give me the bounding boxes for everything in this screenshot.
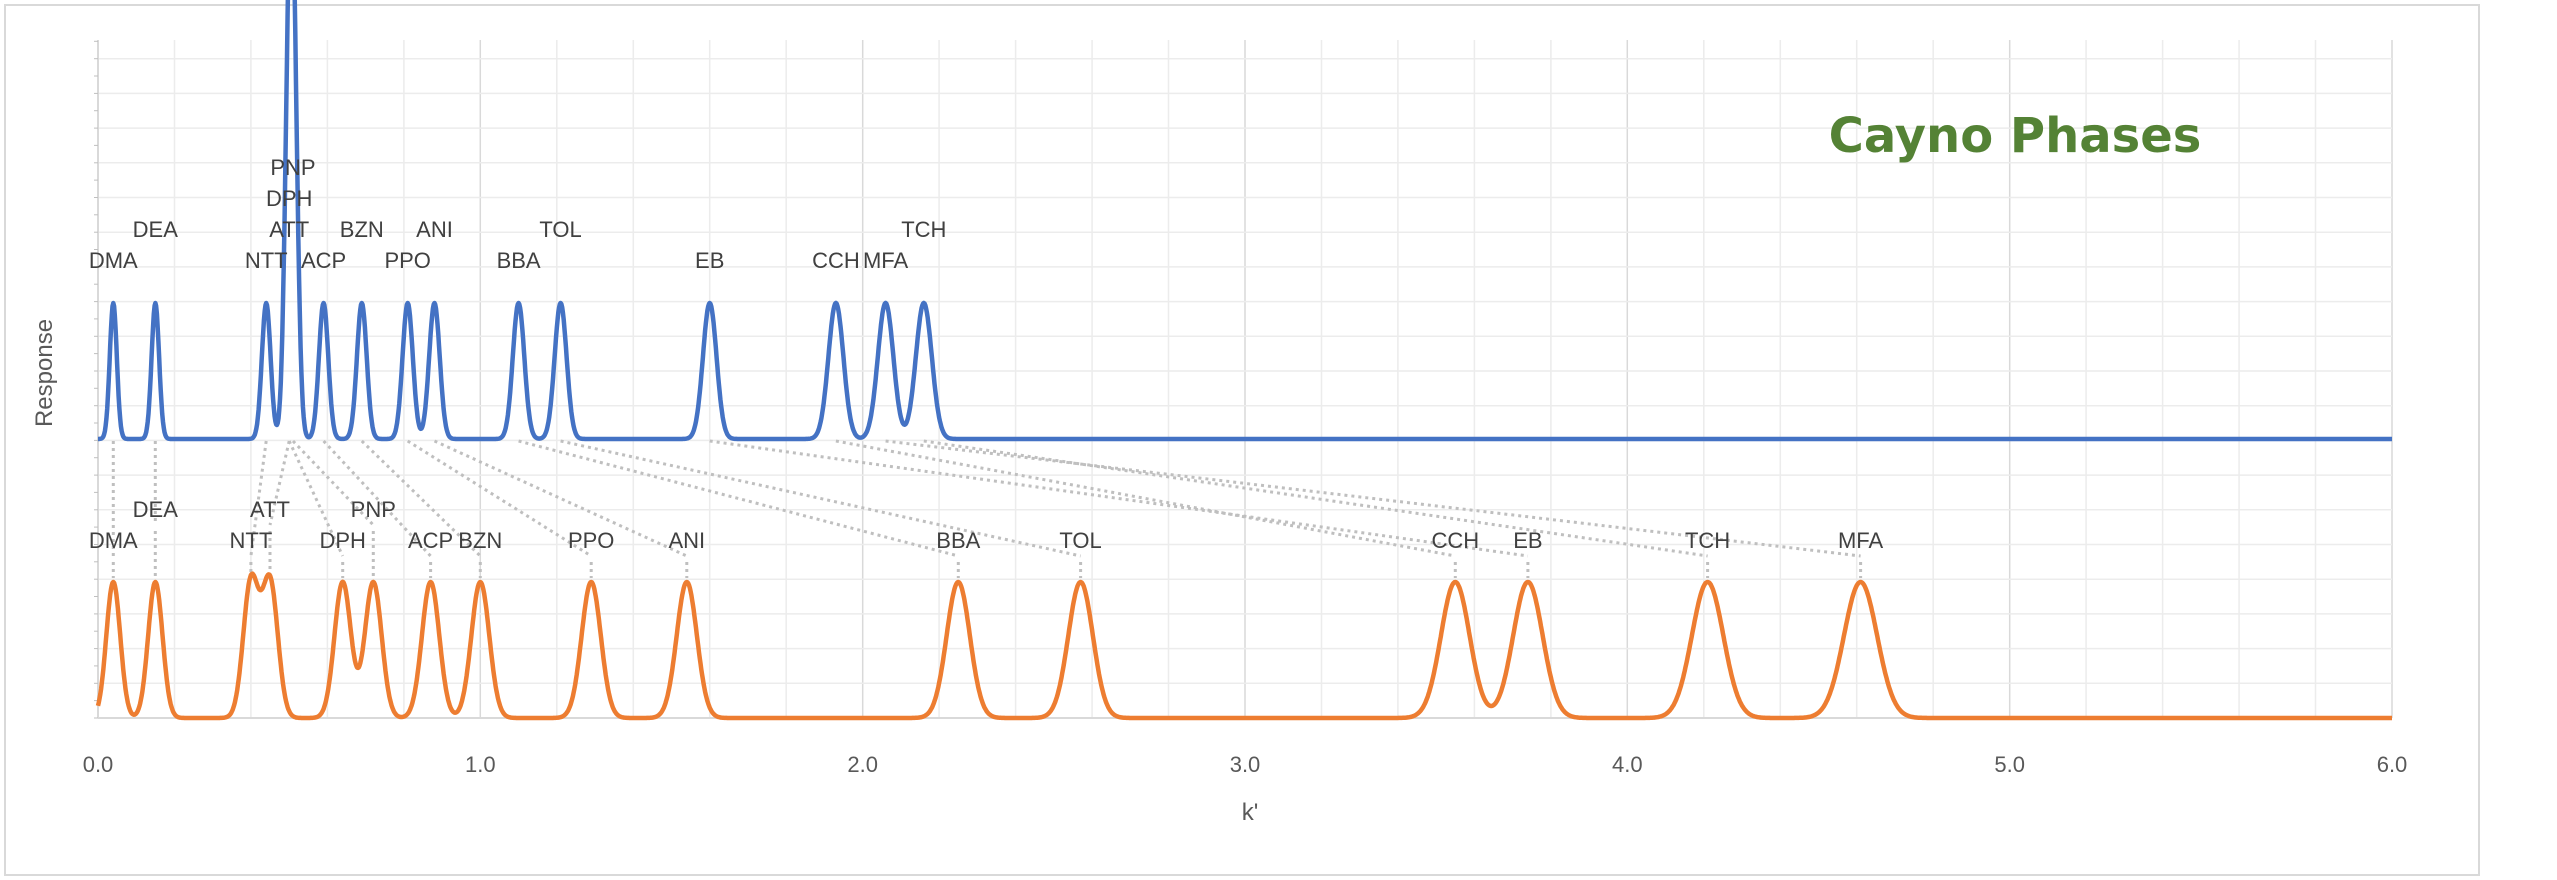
- y-axis-title: Response: [31, 319, 58, 427]
- connector-att: [268, 440, 291, 526]
- connector-ntt: [249, 440, 268, 557]
- connector-bba: [518, 439, 959, 558]
- peak-connector-lines: [111, 439, 1863, 578]
- peak-label-att: ATT: [250, 497, 290, 522]
- peak-label-att: ATT: [269, 217, 309, 242]
- connector-eb: [709, 439, 1529, 558]
- connector-acp: [322, 439, 432, 558]
- x-tick-label: 0.0: [83, 752, 114, 777]
- peak-label-pnp: PNP: [270, 155, 315, 180]
- connector-cch: [835, 439, 1456, 558]
- connector-tol: [560, 439, 1081, 558]
- peak-label-acp: ACP: [408, 528, 453, 553]
- x-tick-label: 5.0: [1994, 752, 2025, 777]
- peak-label-mfa: MFA: [863, 248, 909, 273]
- peak-label-bzn: BZN: [340, 217, 384, 242]
- peak-label-dea: DEA: [133, 217, 179, 242]
- x-tick-label: 4.0: [1612, 752, 1643, 777]
- peak-label-cch: CCH: [812, 248, 860, 273]
- x-tick-label: 3.0: [1230, 752, 1261, 777]
- peak-label-ntt: NTT: [245, 248, 288, 273]
- x-axis-tick-labels: 0.0 1.0 2.0 3.0 4.0 5.0 6.0: [83, 752, 2408, 777]
- peak-label-pnp: PNP: [351, 497, 396, 522]
- peak-label-dma: DMA: [89, 248, 138, 273]
- gridlines: [94, 40, 2393, 719]
- peak-label-dma: DMA: [89, 528, 138, 553]
- chromatogram-series-2: [95, 571, 2394, 721]
- chromatogram-traces: [95, 0, 2394, 721]
- connector-ani: [433, 439, 688, 558]
- peak-label-acp: ACP: [301, 248, 346, 273]
- chromatogram-series-1: [96, 0, 2394, 442]
- peak-label-tol: TOL: [1059, 528, 1101, 553]
- peak-label-ppo: PPO: [568, 528, 614, 553]
- peak-label-tch: TCH: [901, 217, 946, 242]
- peak-label-eb: EB: [1513, 528, 1542, 553]
- peak-label-mfa: MFA: [1838, 528, 1884, 553]
- x-tick-label: 6.0: [2377, 752, 2408, 777]
- peak-label-tch: TCH: [1685, 528, 1730, 553]
- peak-label-dea: DEA: [133, 497, 179, 522]
- connector-pnp: [291, 439, 375, 527]
- peak-label-ppo: PPO: [384, 248, 430, 273]
- peak-label-bba: BBA: [497, 248, 541, 273]
- peak-label-bzn: BZN: [458, 528, 502, 553]
- connector-tch: [923, 439, 1708, 558]
- chart-title: Cayno Phases: [1829, 108, 2202, 164]
- connector-dph: [287, 440, 345, 557]
- peak-label-eb: EB: [695, 248, 724, 273]
- peak-label-ani: ANI: [668, 528, 705, 553]
- peak-label-cch: CCH: [1431, 528, 1479, 553]
- x-tick-label: 2.0: [847, 752, 878, 777]
- connector-mfa: [885, 439, 1861, 558]
- peak-label-ntt: NTT: [230, 528, 273, 553]
- x-tick-label: 1.0: [465, 752, 496, 777]
- peak-label-bba: BBA: [936, 528, 980, 553]
- peak-label-dph: DPH: [319, 528, 365, 553]
- connector-ppo: [406, 439, 592, 558]
- peak-label-ani: ANI: [416, 217, 453, 242]
- peak-label-dph: DPH: [266, 186, 312, 211]
- x-axis-title: k': [1242, 799, 1259, 826]
- peak-label-tol: TOL: [539, 217, 581, 242]
